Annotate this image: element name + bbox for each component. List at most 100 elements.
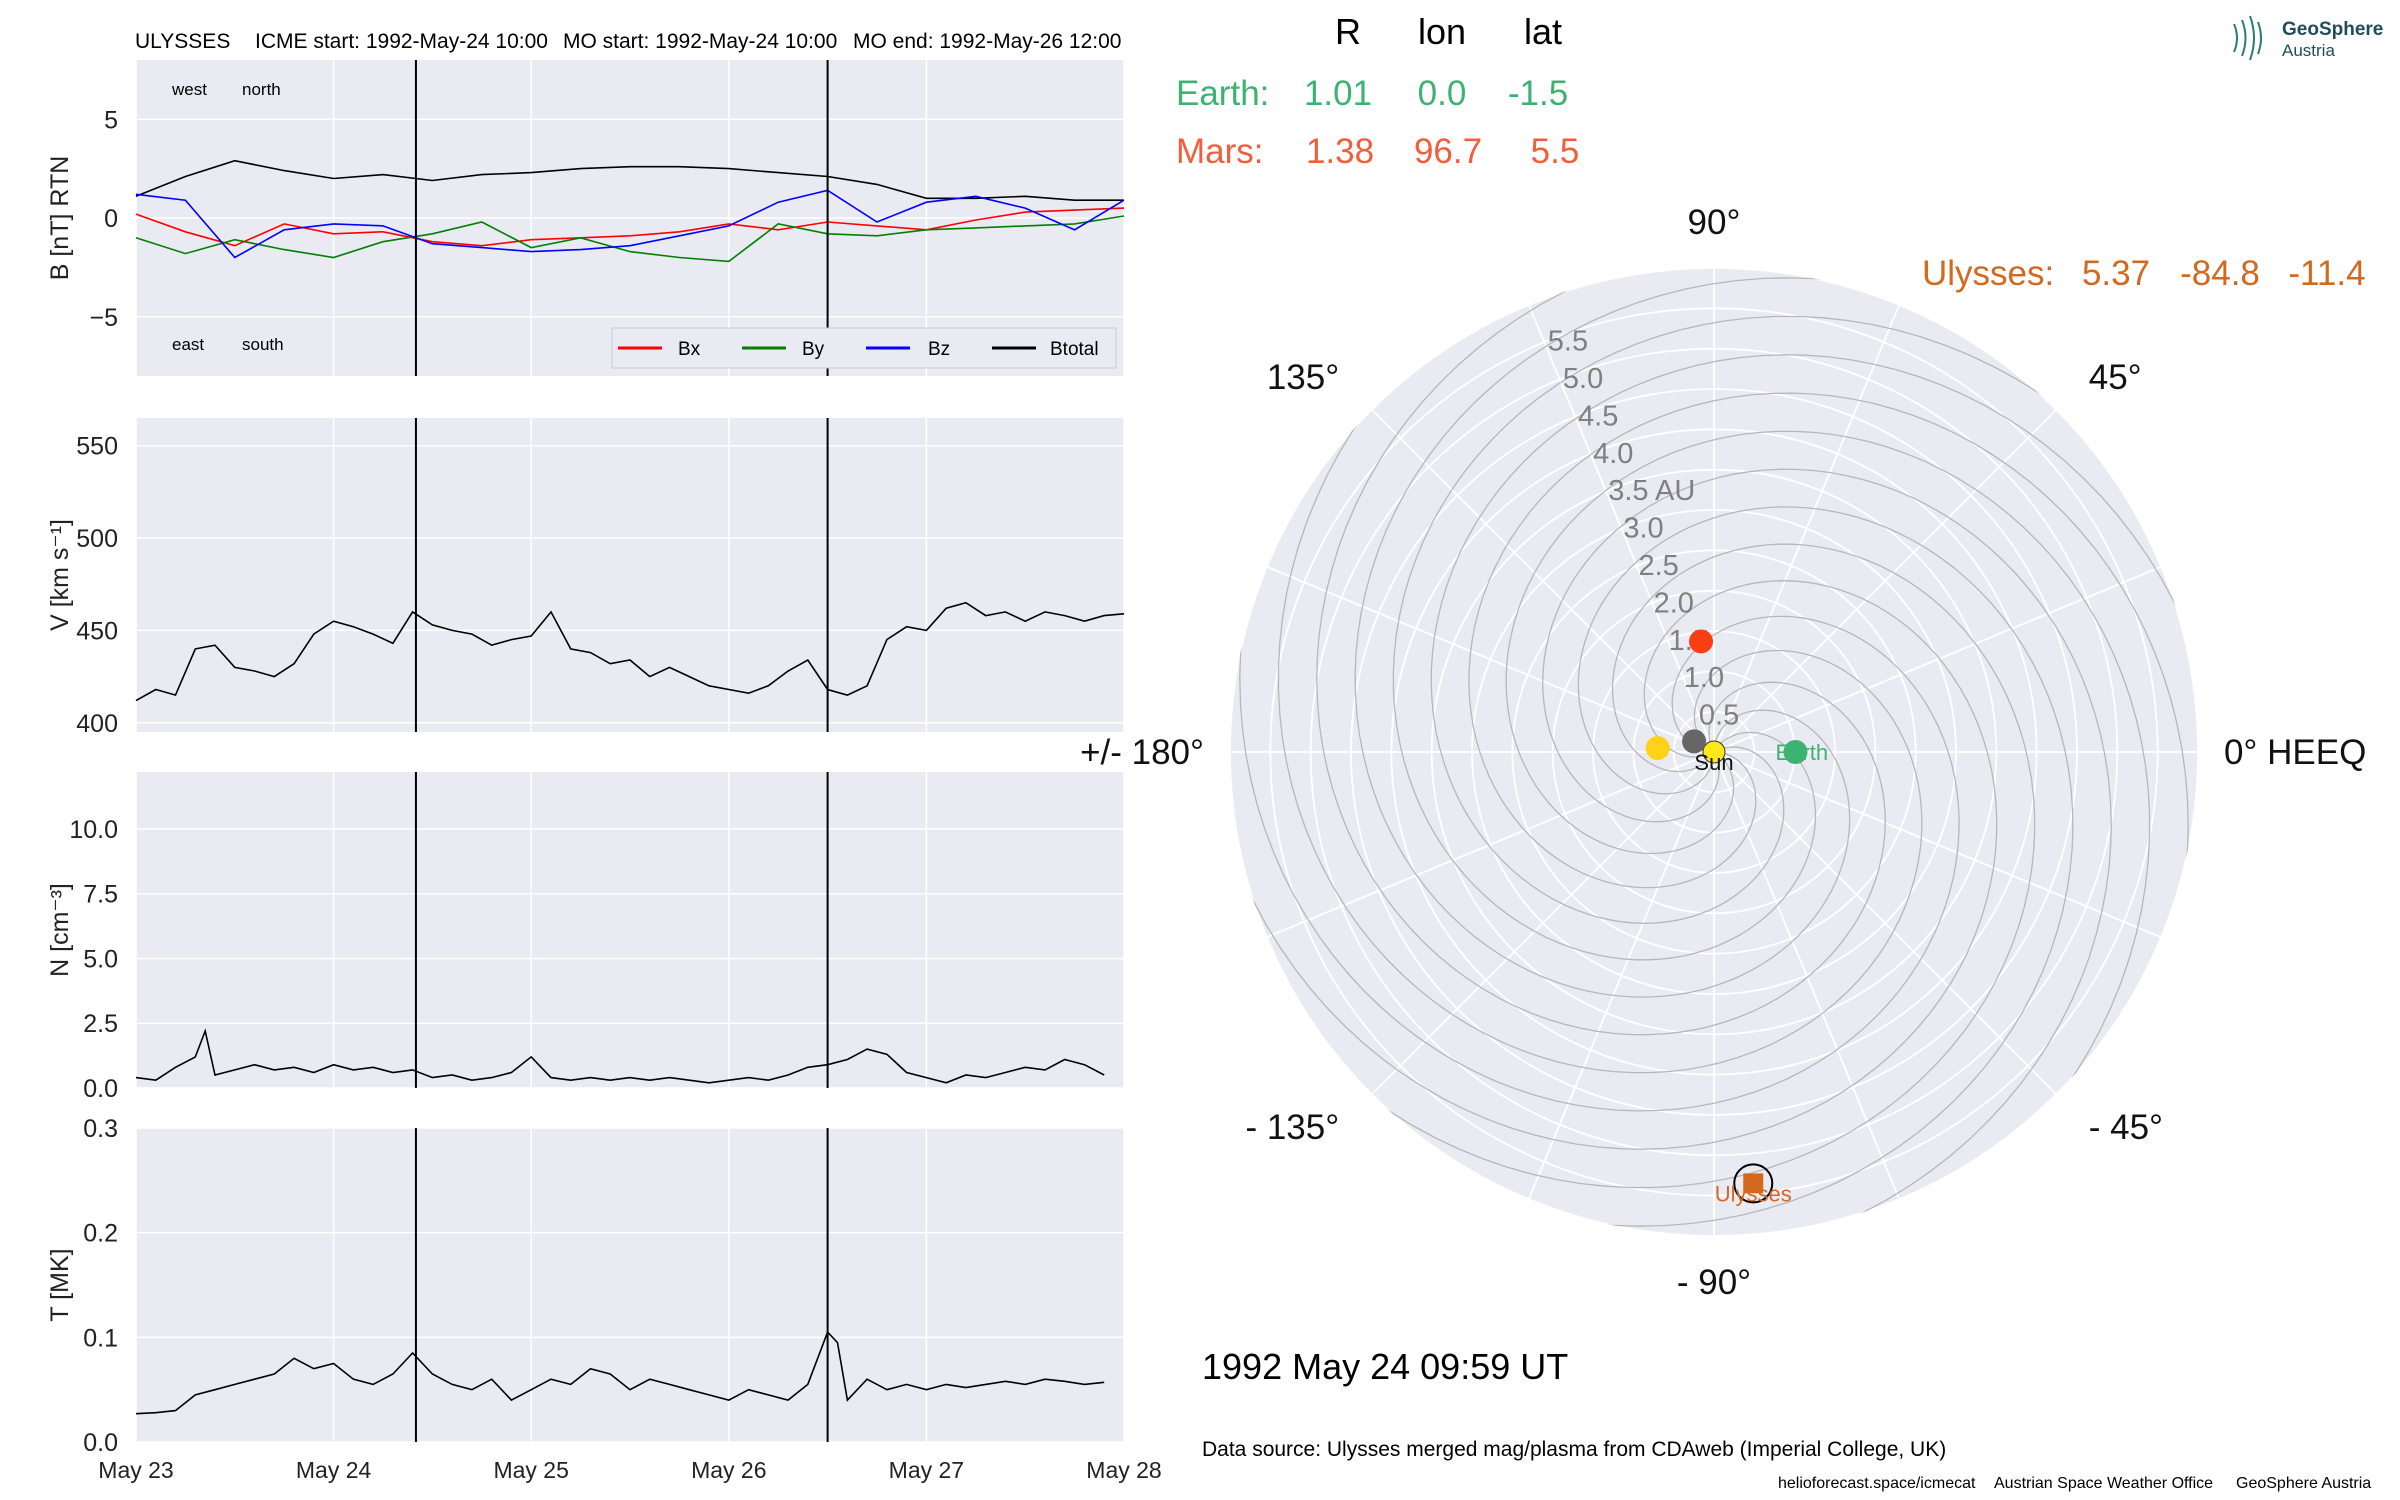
earth-lat: -1.5 — [1508, 74, 1568, 113]
footer-org: GeoSphere Austria — [2236, 1475, 2371, 1492]
y-tick-label: 400 — [76, 710, 118, 738]
y-axis-label: T [MK] — [46, 1248, 74, 1321]
angle-label: - 90° — [1677, 1263, 1751, 1302]
y-tick-label: −5 — [89, 304, 118, 332]
west-annotation: west — [171, 80, 207, 99]
angular-grid-line — [1371, 751, 1715, 1095]
radial-tick-label: 2.0 — [1654, 587, 1694, 619]
parker-spiral — [1468, 392, 2189, 1156]
header-r: R — [1335, 11, 1361, 52]
angle-label: +/- 180° — [1080, 733, 1204, 772]
earth-marker — [1783, 740, 1808, 764]
y-tick-label: 10.0 — [69, 816, 118, 844]
ulysses-marker — [1743, 1173, 1764, 1194]
footer-office: Austrian Space Weather Office — [1994, 1475, 2213, 1492]
angular-grid-line — [1527, 751, 1715, 1200]
series-line-bz — [135, 189, 1125, 259]
y-axis-label: B [nT] RTN — [46, 156, 74, 281]
radial-tick-label: 2.5 — [1638, 550, 1678, 582]
y-tick-label: 2.5 — [83, 1010, 118, 1038]
radial-tick-label: 1.0 — [1684, 662, 1724, 694]
earth-name: Earth: — [1176, 74, 1269, 113]
icme-start-label: ICME start: 1992-May-24 10:00 — [255, 30, 548, 53]
sun-marker — [1702, 740, 1726, 764]
y-tick-label: 0.0 — [83, 1429, 118, 1457]
angular-grid-line — [1713, 409, 2057, 753]
series-line-n — [135, 1028, 1105, 1084]
angular-grid-line — [1266, 751, 1715, 939]
earth-r: 1.01 — [1304, 74, 1372, 113]
data-source: Data source: Ulysses merged mag/plasma f… — [1202, 1438, 1946, 1461]
venus-marker — [1645, 736, 1670, 761]
angle-label: - 135° — [1245, 1108, 1339, 1147]
logo-line1: GeoSphere — [2282, 19, 2383, 40]
series-line-v — [135, 601, 1125, 702]
header-lat: lat — [1524, 11, 1562, 52]
mercury-marker — [1682, 729, 1707, 754]
parker-spiral — [1230, 576, 1998, 1150]
mars-lon: 96.7 — [1414, 132, 1482, 171]
plot-area — [136, 772, 1124, 1088]
angle-label: 0° HEEQ — [2224, 733, 2366, 772]
angular-grid-line — [1713, 304, 1901, 753]
legend-label-bx: Bx — [678, 339, 701, 360]
legend-label-bz: Bz — [928, 339, 950, 360]
y-axis-label: N [cm⁻³] — [46, 883, 74, 977]
plot-area — [136, 1128, 1124, 1442]
radial-tick-label: 4.5 — [1578, 400, 1618, 432]
y-tick-label: 5 — [104, 106, 118, 134]
y-axis-label: V [km s⁻¹] — [46, 519, 74, 631]
ulysses-r: 5.37 — [2082, 254, 2150, 293]
radial-tick-label: 3.0 — [1623, 513, 1663, 545]
b-legend: Bx By Bz Btotal — [611, 327, 1117, 369]
plot-area — [136, 418, 1124, 732]
radial-tick-label: 3.5 AU — [1608, 475, 1695, 507]
east-annotation: east — [172, 335, 204, 354]
mo-end-label: MO end: 1992-May-26 12:00 — [853, 30, 1122, 53]
y-tick-label: 0.3 — [83, 1115, 118, 1143]
mars-name: Mars: — [1176, 132, 1264, 171]
ulysses-lon: -84.8 — [2180, 254, 2260, 293]
spacecraft-label: ULYSSES — [135, 30, 230, 53]
temperature-panel: 0.3 0.2 0.1 0.0 T [MK] May 23 May 24 May 25 May … — [46, 1115, 1162, 1483]
angle-label: 45° — [2089, 358, 2142, 397]
ulysses-lat: -11.4 — [2288, 254, 2365, 293]
angular-grid-line — [1371, 409, 1715, 753]
x-tick-label: May 23 — [98, 1457, 173, 1483]
mars-r: 1.38 — [1306, 132, 1374, 171]
y-tick-label: 5.0 — [83, 945, 118, 973]
parker-spiral — [1239, 348, 1960, 1112]
parker-spiral — [1316, 268, 1890, 1036]
earth-label: Earth — [1775, 740, 1828, 765]
geosphere-logo: GeoSphere Austria — [2233, 15, 2383, 61]
north-annotation: north — [242, 80, 281, 99]
y-tick-label: 0.1 — [83, 1324, 118, 1352]
angular-grid-line — [1713, 751, 1901, 1200]
radial-tick-label: 5.0 — [1563, 363, 1603, 395]
density-panel: 10.0 7.5 5.0 2.5 0.0 N [cm⁻³] — [46, 772, 1125, 1103]
y-tick-label: 550 — [76, 433, 118, 461]
parker-spiral — [1230, 543, 2036, 1189]
angular-grid-line — [1266, 565, 1715, 753]
angular-grid-line — [1713, 751, 2057, 1095]
header-lon: lon — [1418, 11, 1466, 52]
x-tick-label: May 27 — [889, 1457, 964, 1483]
parker-spirals — [1230, 268, 2198, 1236]
parker-spiral — [1354, 277, 2118, 998]
ulysses-ring — [1733, 1163, 1774, 1204]
x-tick-label: May 25 — [493, 1457, 568, 1483]
mars-lat: 5.5 — [1531, 132, 1580, 171]
y-tick-label: 500 — [76, 525, 118, 553]
parker-spiral — [1505, 430, 2151, 1236]
y-tick-label: 0 — [104, 205, 118, 233]
mo-start-label: MO start: 1992-May-24 10:00 — [563, 30, 837, 53]
timestamp: 1992 May 24 09:59 UT — [1202, 1346, 1568, 1387]
footer-link: helioforecast.space/icmecat — [1778, 1475, 1976, 1492]
magnetic-field-panel: 5 0 −5 B [nT] RTN — [46, 60, 1125, 376]
parker-spiral — [1310, 506, 2074, 1227]
geosphere-logo-icon — [2233, 15, 2262, 61]
parker-spiral — [1430, 354, 2198, 928]
angular-grid-line — [1713, 565, 2162, 753]
series-line-by — [135, 215, 1125, 263]
